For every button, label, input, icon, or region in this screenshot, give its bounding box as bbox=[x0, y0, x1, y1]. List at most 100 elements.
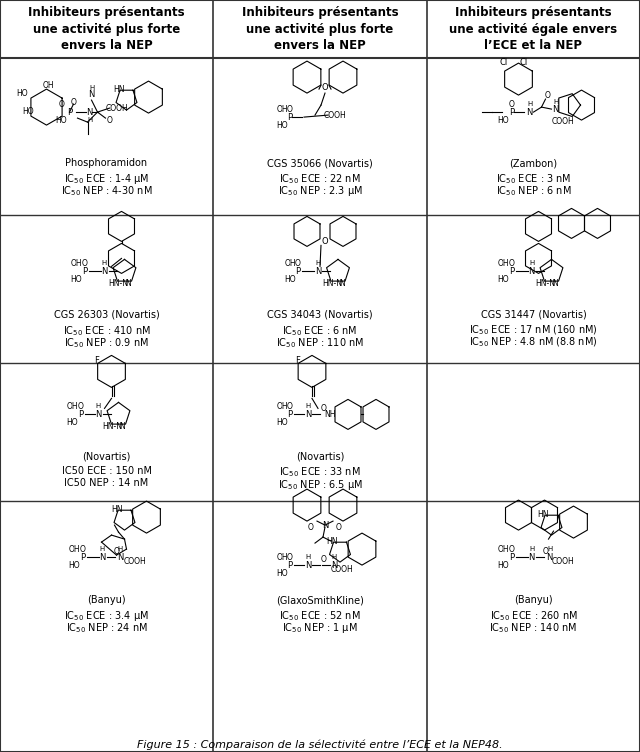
Text: HO: HO bbox=[22, 107, 35, 116]
Text: OH: OH bbox=[498, 544, 509, 553]
Text: Cl: Cl bbox=[499, 58, 508, 67]
Text: P: P bbox=[287, 560, 292, 569]
Text: H: H bbox=[553, 99, 558, 105]
Text: N: N bbox=[305, 560, 311, 569]
Text: HN: HN bbox=[113, 85, 124, 93]
Text: IC$_{50}$ ECE : 1-4 μM: IC$_{50}$ ECE : 1-4 μM bbox=[64, 172, 149, 186]
Text: IC$_{50}$ NEP : 140 nM: IC$_{50}$ NEP : 140 nM bbox=[490, 621, 577, 635]
Text: HO: HO bbox=[284, 275, 296, 284]
Text: IC50 ECE : 150 nM: IC50 ECE : 150 nM bbox=[61, 465, 152, 475]
Text: HO: HO bbox=[70, 275, 83, 284]
Text: (Banyu): (Banyu) bbox=[514, 595, 553, 605]
Text: O: O bbox=[336, 523, 342, 532]
Text: O: O bbox=[70, 98, 76, 107]
Text: H: H bbox=[527, 101, 532, 107]
Text: (Novartis): (Novartis) bbox=[296, 451, 344, 462]
Text: IC$_{50}$ NEP : 6 nM: IC$_{50}$ NEP : 6 nM bbox=[495, 184, 572, 198]
Text: O: O bbox=[107, 116, 113, 125]
Text: IC$_{50}$ NEP : 1 μM: IC$_{50}$ NEP : 1 μM bbox=[282, 621, 358, 635]
Text: N: N bbox=[315, 267, 321, 276]
Text: H: H bbox=[118, 546, 123, 552]
Text: OH: OH bbox=[70, 259, 83, 268]
Text: OH: OH bbox=[276, 105, 288, 114]
Text: Cl: Cl bbox=[520, 58, 527, 67]
Text: N: N bbox=[99, 553, 106, 562]
Text: O: O bbox=[287, 105, 293, 114]
Text: IC$_{50}$ NEP : 110 nM: IC$_{50}$ NEP : 110 nM bbox=[276, 335, 364, 350]
Text: N: N bbox=[125, 279, 131, 288]
Text: HN-N: HN-N bbox=[536, 279, 556, 288]
Text: HN-N: HN-N bbox=[102, 422, 122, 431]
Text: O: O bbox=[509, 99, 515, 108]
Text: COOH: COOH bbox=[331, 565, 353, 574]
Text: N: N bbox=[86, 108, 93, 117]
Text: N: N bbox=[331, 560, 337, 569]
Text: IC$_{50}$ NEP : 2.3 μM: IC$_{50}$ NEP : 2.3 μM bbox=[278, 184, 362, 199]
Text: H: H bbox=[87, 117, 92, 123]
Text: (GlaxoSmithKline): (GlaxoSmithKline) bbox=[276, 595, 364, 605]
Text: IC$_{50}$ NEP : 0.9 nM: IC$_{50}$ NEP : 0.9 nM bbox=[64, 335, 149, 350]
Text: IC$_{50}$ NEP : 4-30 nM: IC$_{50}$ NEP : 4-30 nM bbox=[61, 184, 152, 198]
Text: O: O bbox=[509, 544, 515, 553]
Text: N: N bbox=[117, 553, 124, 562]
Text: O: O bbox=[59, 99, 65, 108]
Text: F: F bbox=[296, 356, 300, 365]
Text: N: N bbox=[305, 410, 311, 419]
Text: H: H bbox=[305, 554, 310, 560]
Text: H: H bbox=[100, 546, 105, 552]
Text: O: O bbox=[545, 90, 550, 99]
Text: P: P bbox=[509, 267, 514, 276]
Text: IC$_{50}$ ECE : 17 nM (160 nM): IC$_{50}$ ECE : 17 nM (160 nM) bbox=[469, 324, 598, 338]
Text: HO: HO bbox=[498, 116, 509, 125]
Text: O: O bbox=[287, 553, 293, 562]
Text: HN-N: HN-N bbox=[109, 279, 129, 288]
Text: H: H bbox=[89, 85, 94, 91]
Text: N: N bbox=[88, 89, 95, 99]
Text: HN: HN bbox=[326, 537, 338, 546]
Text: CGS 35066 (Novartis): CGS 35066 (Novartis) bbox=[267, 159, 373, 168]
Text: COOH: COOH bbox=[123, 556, 146, 566]
Text: O: O bbox=[81, 259, 88, 268]
Text: IC$_{50}$ ECE : 3 nM: IC$_{50}$ ECE : 3 nM bbox=[496, 172, 572, 186]
Text: N: N bbox=[120, 422, 125, 431]
Text: N: N bbox=[528, 553, 534, 562]
Text: H: H bbox=[529, 260, 534, 266]
Text: NH: NH bbox=[324, 410, 336, 419]
Text: N: N bbox=[547, 553, 553, 562]
Text: HO: HO bbox=[498, 275, 509, 284]
Text: IC$_{50}$ ECE : 260 nM: IC$_{50}$ ECE : 260 nM bbox=[490, 609, 577, 623]
Text: HN-N: HN-N bbox=[322, 279, 342, 288]
Text: P: P bbox=[78, 410, 83, 419]
Text: IC$_{50}$ ECE : 52 nM: IC$_{50}$ ECE : 52 nM bbox=[279, 609, 361, 623]
Text: (Zambon): (Zambon) bbox=[509, 159, 557, 168]
Text: P: P bbox=[80, 553, 85, 562]
Text: O: O bbox=[77, 402, 83, 411]
Text: P: P bbox=[509, 108, 514, 117]
Text: HO: HO bbox=[498, 560, 509, 569]
Text: OH: OH bbox=[284, 259, 296, 268]
Text: COOH: COOH bbox=[324, 111, 346, 120]
Text: O: O bbox=[79, 544, 85, 553]
Text: OH: OH bbox=[67, 402, 78, 411]
Text: IC$_{50}$ ECE : 3.4 μM: IC$_{50}$ ECE : 3.4 μM bbox=[64, 609, 149, 623]
Text: O: O bbox=[113, 547, 120, 556]
Text: H: H bbox=[332, 554, 337, 560]
Text: H: H bbox=[96, 403, 101, 409]
Text: OH: OH bbox=[68, 544, 80, 553]
Text: IC$_{50}$ ECE : 410 nM: IC$_{50}$ ECE : 410 nM bbox=[63, 324, 150, 338]
Text: H: H bbox=[316, 260, 321, 266]
Text: IC$_{50}$ NEP : 4.8 nM (8.8 nM): IC$_{50}$ NEP : 4.8 nM (8.8 nM) bbox=[469, 335, 598, 350]
Text: O: O bbox=[321, 555, 327, 563]
Text: N: N bbox=[101, 267, 108, 276]
Text: IC$_{50}$ ECE : 22 nM: IC$_{50}$ ECE : 22 nM bbox=[279, 172, 361, 186]
Text: COOH: COOH bbox=[552, 117, 575, 126]
Text: O: O bbox=[322, 83, 328, 92]
Text: P: P bbox=[287, 410, 292, 419]
Text: N: N bbox=[526, 108, 532, 117]
Text: Figure 15 : Comparaison de la sélectivité entre l’ECE et la NEP48.: Figure 15 : Comparaison de la sélectivit… bbox=[137, 740, 503, 750]
Text: HO: HO bbox=[68, 560, 80, 569]
Text: H: H bbox=[102, 260, 107, 266]
Text: P: P bbox=[296, 267, 301, 276]
Text: P: P bbox=[82, 267, 87, 276]
Text: CGS 31447 (Novartis): CGS 31447 (Novartis) bbox=[481, 310, 586, 320]
